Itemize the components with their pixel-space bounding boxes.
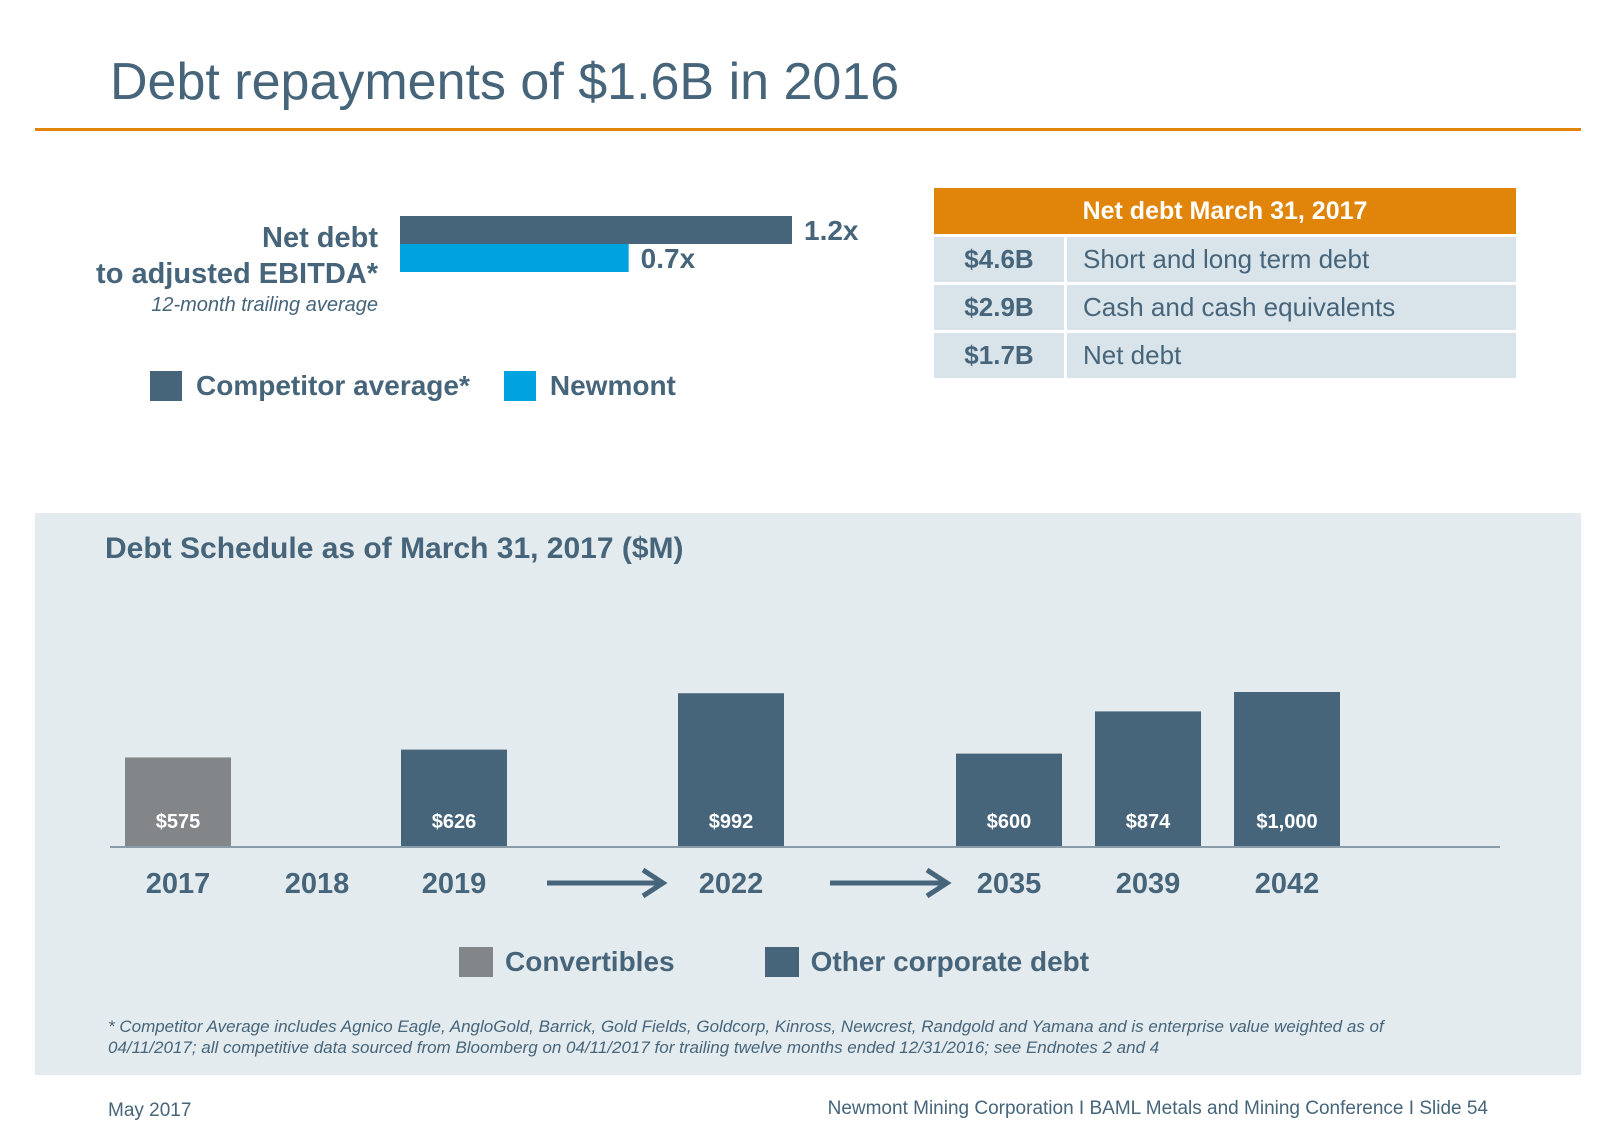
- title-underline: [35, 128, 1581, 131]
- ebitda-bar-chart: 1.2x 0.7x: [400, 216, 859, 274]
- debt-bar-value-label: $992: [709, 811, 754, 833]
- convertibles-swatch: [459, 947, 493, 977]
- debt-bar-2017: [125, 757, 231, 846]
- x-tick-label: 2035: [977, 868, 1042, 900]
- legend-newmont: Newmont: [503, 370, 676, 402]
- table-row: $4.6B Short and long term debt: [934, 235, 1516, 285]
- debt-bar-2019: [401, 749, 507, 846]
- ebitda-label-line-2: to adjusted EBITDA*: [96, 258, 378, 290]
- footer-date: May 2017: [108, 1100, 192, 1121]
- footnote: * Competitor Average includes Agnico Eag…: [108, 1017, 1384, 1057]
- net-debt-table: Net debt March 31, 2017 $4.6B Short and …: [934, 188, 1516, 378]
- ebitda-subtitle: 12-month trailing average: [151, 294, 378, 316]
- x-tick-label: 2017: [146, 868, 211, 900]
- slide-title: Debt repayments of $1.6B in 2016: [110, 53, 900, 111]
- ebitda-legend: Competitor average* Newmont: [150, 370, 710, 402]
- newmont-swatch: [503, 371, 536, 401]
- debt-schedule-title: Debt Schedule as of March 31, 2017 ($M): [105, 532, 684, 565]
- table-row: $2.9B Cash and cash equivalents: [934, 283, 1516, 333]
- debt-schedule-legend: Convertibles Other corporate debt: [459, 946, 1179, 978]
- net-debt-amount: $1.7B: [934, 330, 1067, 378]
- x-tick-label: 2039: [1116, 868, 1181, 900]
- x-tick-label: 2022: [699, 868, 764, 900]
- debt-schedule-chart: $575 2017 2018 $626 2019 $992 2022 $600 2035 $874…: [110, 692, 1500, 900]
- debt-bar-value-label: $626: [432, 811, 477, 833]
- ebitda-chart-label: Net debt to adjusted EBITDA* 12-month tr…: [96, 220, 378, 318]
- legend-competitor: Competitor average*: [150, 370, 470, 402]
- newmont-legend-label: Newmont: [549, 370, 676, 401]
- net-debt-label: Net debt: [1065, 330, 1516, 378]
- legend-other-debt: Other corporate debt: [764, 946, 1090, 978]
- debt-bar-value-label: $874: [1126, 811, 1171, 833]
- net-debt-table-header: Net debt March 31, 2017: [934, 188, 1516, 237]
- debt-bar-value-label: $575: [156, 811, 201, 833]
- convertibles-legend-label: Convertibles: [505, 946, 675, 977]
- x-tick-label: 2018: [285, 868, 350, 900]
- debt-label: Short and long term debt: [1065, 235, 1516, 285]
- competitor-legend-label: Competitor average*: [196, 370, 470, 401]
- cash-label: Cash and cash equivalents: [1065, 283, 1516, 333]
- debt-bar-2042: [1234, 692, 1340, 846]
- debt-amount: $4.6B: [934, 235, 1067, 285]
- ebitda-bar-value-label: 0.7x: [641, 243, 696, 274]
- other-debt-legend-label: Other corporate debt: [810, 946, 1090, 977]
- competitor-swatch: [150, 371, 182, 401]
- x-tick-label: 2042: [1255, 868, 1320, 900]
- cash-amount: $2.9B: [934, 283, 1067, 333]
- ebitda-bar-value-label: 1.2x: [804, 216, 859, 246]
- arrow-icon: [547, 867, 668, 899]
- footer-info: Newmont Mining Corporation I BAML Metals…: [827, 1098, 1488, 1119]
- debt-bar-2039: [1095, 711, 1201, 846]
- arrow-icon: [830, 867, 952, 899]
- x-tick-label: 2019: [422, 868, 487, 900]
- other-debt-swatch: [764, 947, 799, 977]
- debt-bar-2022: [678, 693, 784, 846]
- debt-bar-2035: [956, 753, 1062, 846]
- debt-bar-value-label: $1,000: [1256, 811, 1317, 833]
- table-row: $1.7B Net debt: [934, 330, 1516, 378]
- debt-bar-value-label: $600: [987, 811, 1032, 833]
- legend-convertibles: Convertibles: [459, 946, 675, 978]
- ebitda-label-line-1: Net debt: [262, 222, 378, 254]
- ebitda-bar-0: [400, 216, 792, 244]
- ebitda-bar-1: [400, 244, 629, 272]
